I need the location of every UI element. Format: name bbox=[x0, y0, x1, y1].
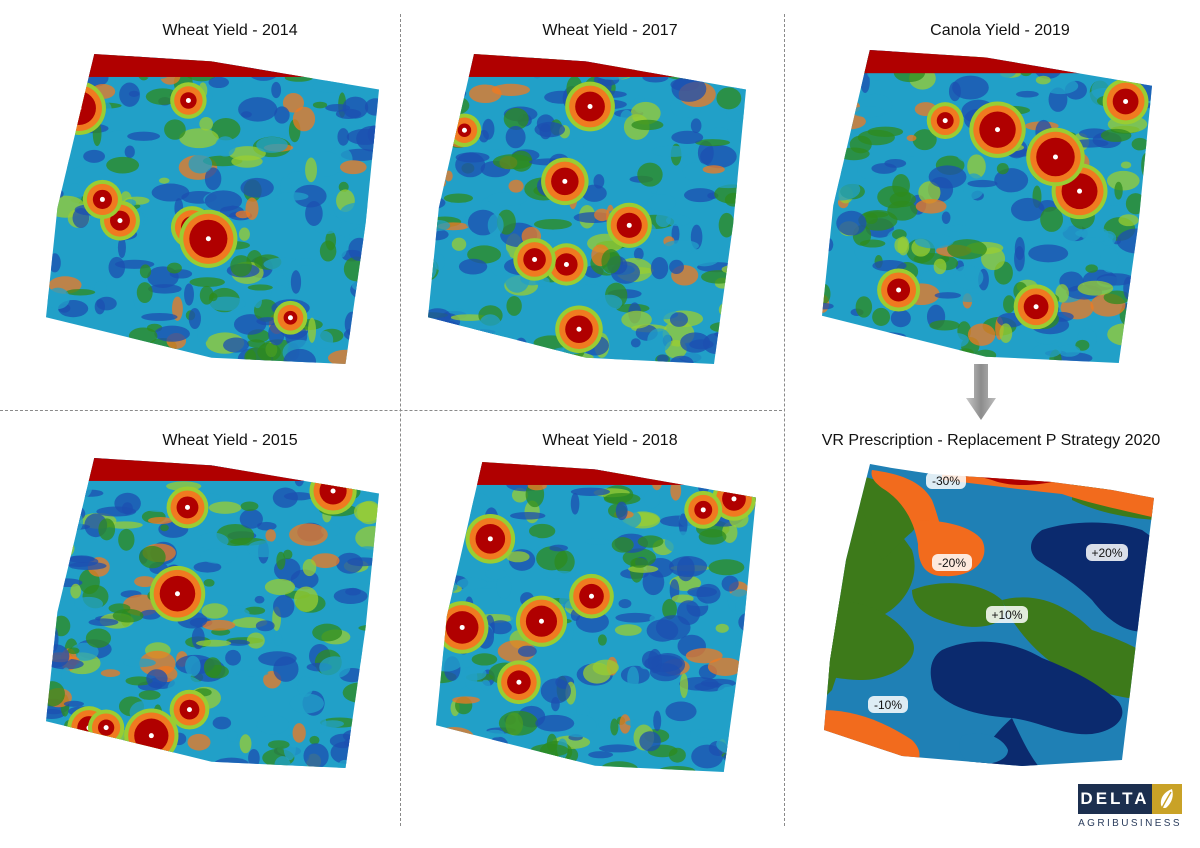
yield-map-wheat-2017 bbox=[428, 54, 746, 364]
svg-text:+10%: +10% bbox=[991, 608, 1022, 622]
yield-map-canola-2019 bbox=[822, 50, 1152, 363]
panel-title-wheat-2015: Wheat Yield - 2015 bbox=[162, 432, 298, 449]
zone-label-plus-20: +20% bbox=[1086, 544, 1128, 561]
vertical-divider-right bbox=[784, 14, 785, 826]
svg-text:-10%: -10% bbox=[874, 698, 902, 712]
svg-text:+20%: +20% bbox=[1091, 546, 1122, 560]
prescription-map-vr-2020: -30% -20% +20% +10% -10% bbox=[824, 464, 1154, 766]
yield-map-wheat-2018 bbox=[436, 462, 756, 772]
logo-wordmark: DELTA bbox=[1078, 784, 1152, 814]
svg-text:-20%: -20% bbox=[938, 556, 966, 570]
panel-title-vr-prescription-2020: VR Prescription - Replacement P Strategy… bbox=[821, 432, 1161, 449]
yield-map-wheat-2014 bbox=[46, 54, 379, 364]
zone-label-plus-10: +10% bbox=[986, 606, 1028, 623]
leaf-icon bbox=[1152, 784, 1182, 814]
panel-title-wheat-2014: Wheat Yield - 2014 bbox=[162, 22, 298, 39]
zone-label-minus-10: -10% bbox=[868, 696, 908, 713]
panel-title-wheat-2018: Wheat Yield - 2018 bbox=[542, 432, 678, 449]
yield-map-wheat-2015 bbox=[46, 458, 379, 768]
panel-title-wheat-2017: Wheat Yield - 2017 bbox=[542, 22, 678, 39]
down-arrow-icon bbox=[966, 364, 996, 420]
zone-label-minus-30: -30% bbox=[926, 472, 966, 489]
vertical-divider-left bbox=[400, 14, 401, 826]
delta-agribusiness-logo: DELTA bbox=[1078, 784, 1182, 814]
panel-title-canola-2019: Canola Yield - 2019 bbox=[930, 22, 1070, 39]
logo-subtitle: AGRIBUSINESS bbox=[1078, 818, 1182, 829]
zone-label-minus-20: -20% bbox=[932, 554, 972, 571]
horizontal-divider bbox=[0, 410, 782, 411]
svg-text:-30%: -30% bbox=[932, 474, 960, 488]
